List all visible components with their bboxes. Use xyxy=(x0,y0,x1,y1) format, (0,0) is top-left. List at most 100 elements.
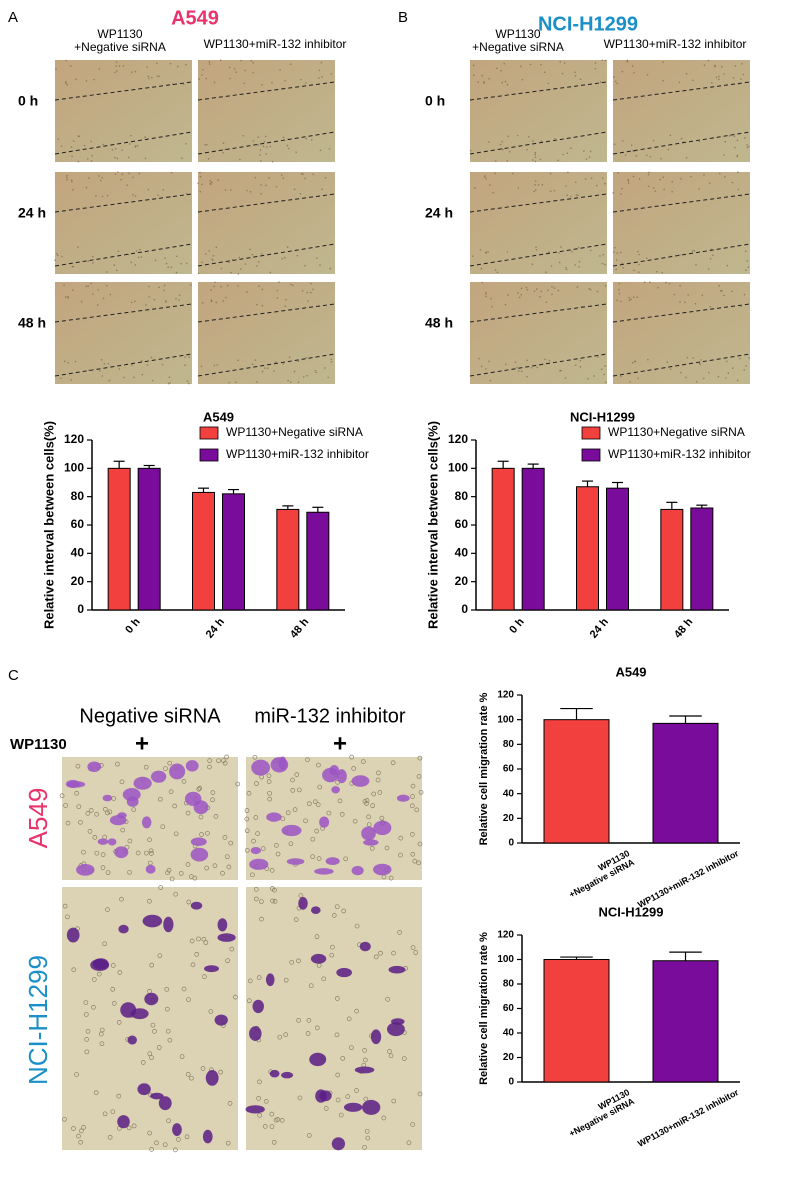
cell-speck xyxy=(613,251,615,254)
cell-speck xyxy=(133,376,135,379)
cell-speck xyxy=(718,78,720,81)
cell-speck xyxy=(289,283,292,286)
cell-speck xyxy=(208,250,210,252)
pore xyxy=(335,1072,341,1078)
micrograph xyxy=(198,60,335,162)
pore xyxy=(207,764,212,770)
cell-speck xyxy=(571,250,573,253)
cell-speck xyxy=(621,140,624,142)
cell-speck xyxy=(315,371,317,374)
stained-cell xyxy=(144,992,159,1006)
cell-speck xyxy=(77,160,80,163)
cell-speck xyxy=(734,65,737,67)
pore xyxy=(228,840,234,846)
wound-edge xyxy=(612,193,751,213)
cell-speck xyxy=(731,367,734,369)
cell-speck xyxy=(660,157,662,160)
cell-speck xyxy=(132,194,134,196)
cell-speck xyxy=(471,255,474,257)
pore xyxy=(252,754,258,760)
pore xyxy=(269,868,275,873)
pore xyxy=(329,952,335,958)
cell-speck xyxy=(170,171,173,174)
cell-speck xyxy=(539,295,541,298)
cell-speck xyxy=(615,268,617,271)
pore xyxy=(224,754,229,760)
cell-speck xyxy=(178,299,180,301)
cell-speck xyxy=(273,370,275,372)
stained-cell xyxy=(203,965,220,973)
cell-speck xyxy=(118,368,121,370)
row-label: 48 h xyxy=(425,315,453,331)
cell-speck xyxy=(600,368,603,370)
cell-speck xyxy=(131,364,133,366)
pore xyxy=(272,899,278,904)
wound-edge xyxy=(469,193,608,213)
cell-speck xyxy=(564,377,567,379)
cell-speck xyxy=(158,286,160,289)
cell-speck xyxy=(266,146,268,148)
cell-speck xyxy=(101,176,104,179)
pore xyxy=(271,1139,277,1145)
cell-speck xyxy=(736,139,739,142)
cell-speck xyxy=(685,376,687,379)
pore xyxy=(376,770,381,776)
pore xyxy=(93,1090,99,1096)
y-tick-label: 80 xyxy=(503,739,515,750)
pore xyxy=(279,1118,285,1123)
wound-edge xyxy=(54,193,193,213)
pore xyxy=(341,908,347,914)
cell-speck xyxy=(268,177,270,179)
cell-speck xyxy=(261,83,263,86)
pore xyxy=(246,790,252,796)
cell-speck xyxy=(594,67,597,70)
cell-speck xyxy=(204,253,207,255)
y-tick-label: 40 xyxy=(503,788,515,799)
cell-speck xyxy=(170,266,173,269)
wound-edge xyxy=(54,131,193,155)
cell-speck xyxy=(91,293,94,296)
cell-speck xyxy=(494,269,497,271)
cell-speck xyxy=(624,154,627,156)
stained-cell xyxy=(190,837,207,846)
cell-speck xyxy=(234,381,237,383)
cell-speck xyxy=(720,66,723,68)
stained-cell xyxy=(387,1022,405,1037)
pore xyxy=(335,1097,341,1103)
pore xyxy=(263,1099,269,1104)
pore xyxy=(102,806,108,812)
pore xyxy=(314,934,320,940)
pore xyxy=(229,946,235,952)
legend-swatch xyxy=(199,448,219,462)
cell-speck xyxy=(618,292,621,295)
cell-speck xyxy=(565,266,567,269)
micrograph xyxy=(470,60,607,162)
cell-speck xyxy=(186,380,189,382)
cell-speck xyxy=(554,138,556,140)
cell-speck xyxy=(210,300,213,303)
cell-speck xyxy=(321,76,323,78)
pore xyxy=(210,797,215,803)
stained-cell xyxy=(351,775,370,787)
pore xyxy=(62,1116,67,1122)
pore xyxy=(91,1004,96,1010)
cell-speck xyxy=(211,181,213,184)
wound-edge xyxy=(612,131,751,155)
cell-speck xyxy=(501,140,503,143)
legend-label: WP1130+Negative siRNA xyxy=(226,425,363,439)
cell-speck xyxy=(574,181,577,184)
cell-speck xyxy=(222,300,225,302)
cell-speck xyxy=(562,153,564,156)
y-tick-label: 60 xyxy=(503,764,515,775)
cell-speck xyxy=(709,305,712,308)
cell-speck xyxy=(574,71,576,74)
stained-cell xyxy=(172,1123,182,1137)
pore xyxy=(247,978,253,984)
cell-speck xyxy=(616,82,618,85)
pore xyxy=(186,899,192,905)
cell-speck xyxy=(304,264,306,267)
panel-label: A xyxy=(8,9,18,26)
cell-speck xyxy=(577,246,580,249)
cell-speck xyxy=(141,373,144,376)
y-tick-label: 120 xyxy=(448,432,468,446)
